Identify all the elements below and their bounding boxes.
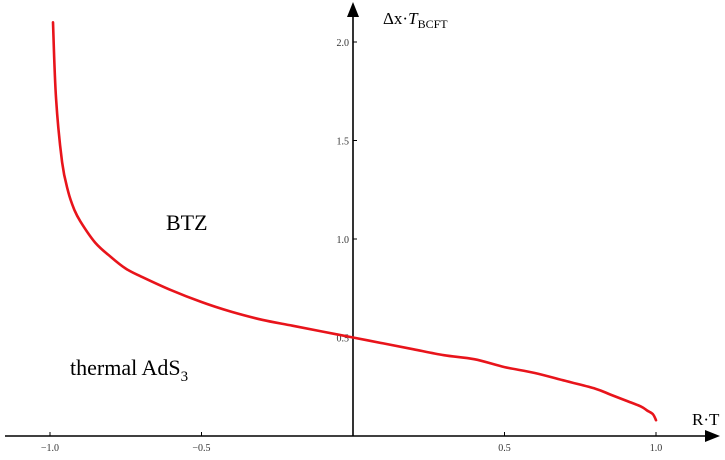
x-tick-label: 0.5: [498, 443, 511, 454]
y-tick-label: 2.0: [337, 38, 350, 49]
region-label-btz: BTZ: [166, 210, 208, 235]
x-axis-arrow-icon: [705, 430, 720, 442]
region-label-thermal-ads3: thermal AdS3: [70, 355, 188, 385]
x-axis: [5, 430, 720, 442]
y-tick-label: 1.5: [337, 137, 350, 148]
series-line: [51, 21, 658, 422]
y-axis-arrow-icon: [347, 2, 359, 17]
x-ticks: −1.0 −0.5 0.5 1.0: [41, 432, 662, 454]
y-axis: [347, 2, 359, 436]
y-ticks: 0.5 1.0 1.5 2.0: [337, 38, 357, 345]
y-tick-label: 1.0: [337, 235, 350, 246]
x-axis-label: R·T: [692, 410, 720, 429]
x-tick-label: −1.0: [41, 443, 59, 454]
y-axis-label: Δx·TBCFT: [383, 9, 448, 31]
x-tick-label: 1.0: [650, 443, 663, 454]
y-tick-label: 0.5: [337, 334, 350, 345]
x-tick-label: −0.5: [192, 443, 210, 454]
